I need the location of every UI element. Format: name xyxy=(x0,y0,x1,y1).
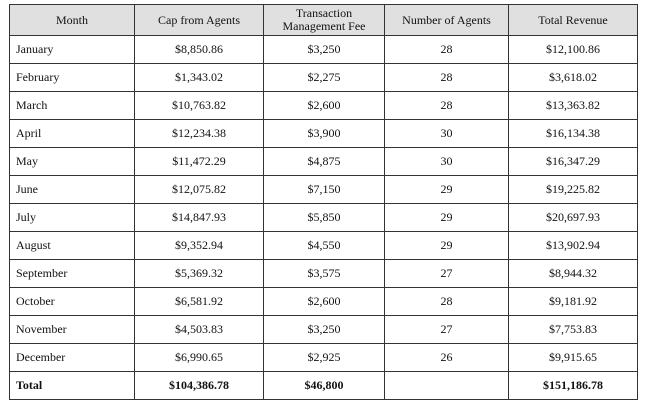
cell-revenue: $20,697.93 xyxy=(508,203,638,232)
cell-fee: $2,275 xyxy=(263,63,385,92)
cell-fee: $4,550 xyxy=(263,231,385,260)
cell-fee: $3,575 xyxy=(263,259,385,288)
cell-fee: $3,900 xyxy=(263,119,385,148)
cell-cap: $12,234.38 xyxy=(134,119,264,148)
cell-month: April xyxy=(9,119,135,148)
cell-month: September xyxy=(9,259,135,288)
cell-revenue: $8,944.32 xyxy=(508,259,638,288)
header-month: Month xyxy=(9,4,135,36)
table-row: December $6,990.65 $2,925 26 $9,915.65 xyxy=(9,343,638,372)
cell-revenue: $9,181.92 xyxy=(508,287,638,316)
cell-cap: $6,990.65 xyxy=(134,343,264,372)
cell-month: August xyxy=(9,231,135,260)
header-number-of-agents: Number of Agents xyxy=(384,4,509,36)
cell-revenue: $12,100.86 xyxy=(508,35,638,64)
total-agents xyxy=(384,371,509,400)
cell-fee: $2,600 xyxy=(263,287,385,316)
cell-cap: $6,581.92 xyxy=(134,287,264,316)
cell-agents: 27 xyxy=(384,259,509,288)
monthly-revenue-table: Month Cap from Agents Transaction Manage… xyxy=(9,4,638,400)
header-transaction-management-fee: Transaction Management Fee xyxy=(263,4,385,36)
table-row: September $5,369.32 $3,575 27 $8,944.32 xyxy=(9,259,638,288)
cell-revenue: $16,347.29 xyxy=(508,147,638,176)
cell-cap: $8,850.86 xyxy=(134,35,264,64)
cell-agents: 30 xyxy=(384,119,509,148)
cell-agents: 28 xyxy=(384,63,509,92)
cell-agents: 29 xyxy=(384,175,509,204)
total-fee: $46,800 xyxy=(263,371,385,400)
cell-revenue: $19,225.82 xyxy=(508,175,638,204)
cell-month: July xyxy=(9,203,135,232)
cell-month: May xyxy=(9,147,135,176)
revenue-table-container: Month Cap from Agents Transaction Manage… xyxy=(9,4,638,400)
cell-revenue: $13,902.94 xyxy=(508,231,638,260)
cell-month: October xyxy=(9,287,135,316)
cell-revenue: $7,753.83 xyxy=(508,315,638,344)
table-header-row: Month Cap from Agents Transaction Manage… xyxy=(9,4,638,36)
cell-agents: 28 xyxy=(384,91,509,120)
table-row: March $10,763.82 $2,600 28 $13,363.82 xyxy=(9,91,638,120)
cell-agents: 30 xyxy=(384,147,509,176)
cell-fee: $5,850 xyxy=(263,203,385,232)
cell-revenue: $16,134.38 xyxy=(508,119,638,148)
table-row: November $4,503.83 $3,250 27 $7,753.83 xyxy=(9,315,638,344)
cell-cap: $4,503.83 xyxy=(134,315,264,344)
total-row: Total $104,386.78 $46,800 $151,186.78 xyxy=(9,371,638,400)
total-label: Total xyxy=(9,371,135,400)
header-fee-line2: Management Fee xyxy=(282,19,366,33)
cell-fee: $2,925 xyxy=(263,343,385,372)
cell-revenue: $9,915.65 xyxy=(508,343,638,372)
cell-agents: 29 xyxy=(384,203,509,232)
table-row: August $9,352.94 $4,550 29 $13,902.94 xyxy=(9,231,638,260)
cell-month: November xyxy=(9,315,135,344)
table-row: July $14,847.93 $5,850 29 $20,697.93 xyxy=(9,203,638,232)
cell-month: March xyxy=(9,91,135,120)
cell-agents: 29 xyxy=(384,231,509,260)
cell-month: December xyxy=(9,343,135,372)
cell-cap: $12,075.82 xyxy=(134,175,264,204)
cell-agents: 28 xyxy=(384,35,509,64)
table-row: June $12,075.82 $7,150 29 $19,225.82 xyxy=(9,175,638,204)
cell-cap: $5,369.32 xyxy=(134,259,264,288)
cell-revenue: $3,618.02 xyxy=(508,63,638,92)
header-total-revenue: Total Revenue xyxy=(508,4,638,36)
cell-agents: 26 xyxy=(384,343,509,372)
cell-fee: $7,150 xyxy=(263,175,385,204)
cell-fee: $3,250 xyxy=(263,35,385,64)
cell-agents: 28 xyxy=(384,287,509,316)
cell-month: June xyxy=(9,175,135,204)
cell-fee: $3,250 xyxy=(263,315,385,344)
header-cap-from-agents: Cap from Agents xyxy=(134,4,264,36)
header-fee-line1: Transaction xyxy=(295,6,353,20)
cell-month: January xyxy=(9,35,135,64)
table-row: April $12,234.38 $3,900 30 $16,134.38 xyxy=(9,119,638,148)
total-cap: $104,386.78 xyxy=(134,371,264,400)
table-row: January $8,850.86 $3,250 28 $12,100.86 xyxy=(9,35,638,64)
cell-cap: $14,847.93 xyxy=(134,203,264,232)
table-row: October $6,581.92 $2,600 28 $9,181.92 xyxy=(9,287,638,316)
cell-cap: $11,472.29 xyxy=(134,147,264,176)
table-row: May $11,472.29 $4,875 30 $16,347.29 xyxy=(9,147,638,176)
cell-cap: $9,352.94 xyxy=(134,231,264,260)
cell-agents: 27 xyxy=(384,315,509,344)
cell-fee: $2,600 xyxy=(263,91,385,120)
cell-cap: $10,763.82 xyxy=(134,91,264,120)
cell-month: February xyxy=(9,63,135,92)
total-revenue: $151,186.78 xyxy=(508,371,638,400)
cell-fee: $4,875 xyxy=(263,147,385,176)
table-row: February $1,343.02 $2,275 28 $3,618.02 xyxy=(9,63,638,92)
cell-revenue: $13,363.82 xyxy=(508,91,638,120)
cell-cap: $1,343.02 xyxy=(134,63,264,92)
